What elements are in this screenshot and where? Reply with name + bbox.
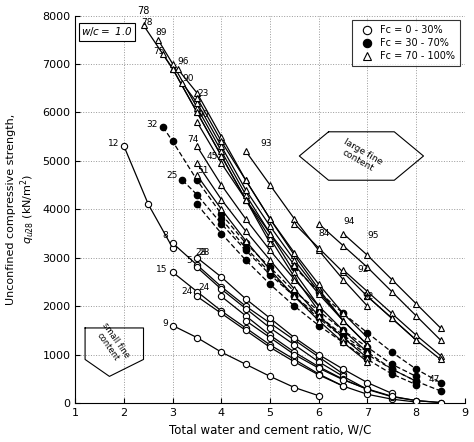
- Text: 28: 28: [195, 248, 207, 257]
- Text: small fine
content: small fine content: [92, 321, 132, 366]
- Text: 9: 9: [162, 319, 168, 328]
- Text: 90: 90: [182, 74, 194, 83]
- X-axis label: Total water and cement ratio, W/C: Total water and cement ratio, W/C: [169, 423, 371, 436]
- Text: 23: 23: [197, 88, 209, 98]
- Text: 12: 12: [108, 139, 119, 149]
- Text: 96: 96: [178, 57, 189, 66]
- Text: 32: 32: [147, 120, 158, 129]
- Text: 45: 45: [207, 152, 218, 160]
- Text: 95: 95: [367, 232, 379, 240]
- Text: 92: 92: [363, 292, 374, 301]
- Text: 74: 74: [187, 134, 199, 144]
- Text: 15: 15: [156, 265, 168, 274]
- Legend: Fc = 0 - 30%, Fc = 30 - 70%, Fc = 70 - 100%: Fc = 0 - 30%, Fc = 30 - 70%, Fc = 70 - 1…: [352, 20, 460, 66]
- Text: 8: 8: [162, 232, 168, 240]
- Text: 28: 28: [198, 248, 209, 257]
- Text: 75: 75: [153, 47, 165, 57]
- Text: 84: 84: [319, 229, 330, 238]
- Text: 94: 94: [343, 217, 355, 226]
- Text: 5: 5: [186, 255, 192, 265]
- Text: 78: 78: [137, 6, 150, 15]
- Text: 92: 92: [358, 265, 369, 274]
- Text: 89: 89: [155, 28, 167, 37]
- Text: 24: 24: [181, 287, 192, 296]
- Text: $w/c=$ 1.0: $w/c=$ 1.0: [81, 25, 133, 38]
- Text: 93: 93: [260, 139, 272, 149]
- Text: 47: 47: [428, 375, 440, 384]
- Text: 24: 24: [198, 283, 209, 292]
- Text: 90: 90: [197, 110, 209, 119]
- Text: large fine
content: large fine content: [337, 137, 384, 175]
- Text: 51: 51: [197, 166, 209, 175]
- Text: 78: 78: [141, 18, 153, 27]
- Y-axis label: Unconfined compressive strength,
$q_{u28}$ (kN/m$^2$): Unconfined compressive strength, $q_{u28…: [6, 114, 37, 305]
- Text: 25: 25: [166, 171, 178, 180]
